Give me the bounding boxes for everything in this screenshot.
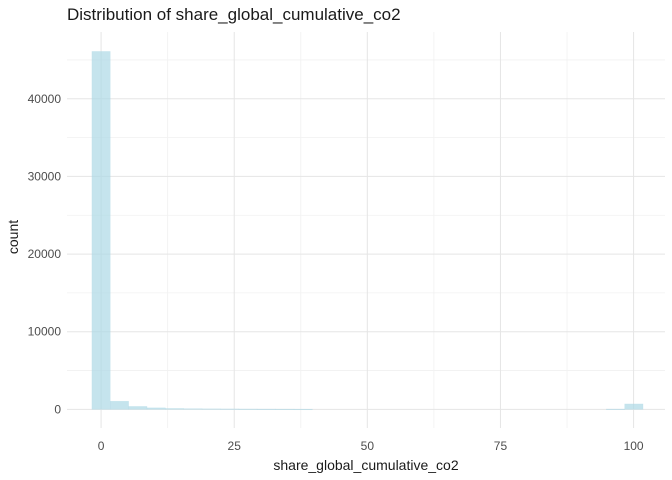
histogram-bar	[293, 408, 313, 411]
x-tick-label: 75	[494, 439, 508, 453]
y-tick-label: 40000	[28, 92, 62, 106]
y-axis-title: count	[5, 220, 21, 254]
histogram-bar	[201, 408, 221, 410]
histogram-bar	[183, 408, 203, 410]
y-tick-label: 20000	[28, 247, 62, 261]
x-axis-title: share_global_cumulative_co2	[273, 457, 458, 473]
histogram-bar	[256, 408, 276, 410]
x-tick-label: 0	[98, 439, 105, 453]
y-tick-label: 30000	[28, 169, 62, 183]
histogram-bar	[146, 407, 166, 410]
histogram-bars	[91, 51, 644, 411]
x-tick-label: 25	[228, 439, 242, 453]
histogram-bar	[220, 408, 240, 410]
histogram-bar	[606, 408, 625, 410]
x-tick-label: 100	[624, 439, 644, 453]
histogram-bar	[624, 403, 644, 410]
histogram-bar	[110, 400, 129, 410]
histogram-bar	[275, 408, 295, 410]
x-tick-label: 50	[361, 439, 375, 453]
histogram-bar	[91, 51, 111, 410]
histogram-bar	[128, 406, 148, 410]
y-tick-label: 0	[54, 402, 61, 416]
histogram-bar	[238, 408, 258, 410]
y-tick-label: 10000	[28, 325, 62, 339]
histogram-bar	[165, 408, 185, 410]
x-tick-labels: 0 25 50 75 100	[98, 439, 644, 453]
y-tick-labels: 0 10000 20000 30000 40000	[28, 92, 62, 417]
grid-lines	[67, 32, 665, 428]
chart-title: Distribution of share_global_cumulative_…	[67, 5, 401, 24]
